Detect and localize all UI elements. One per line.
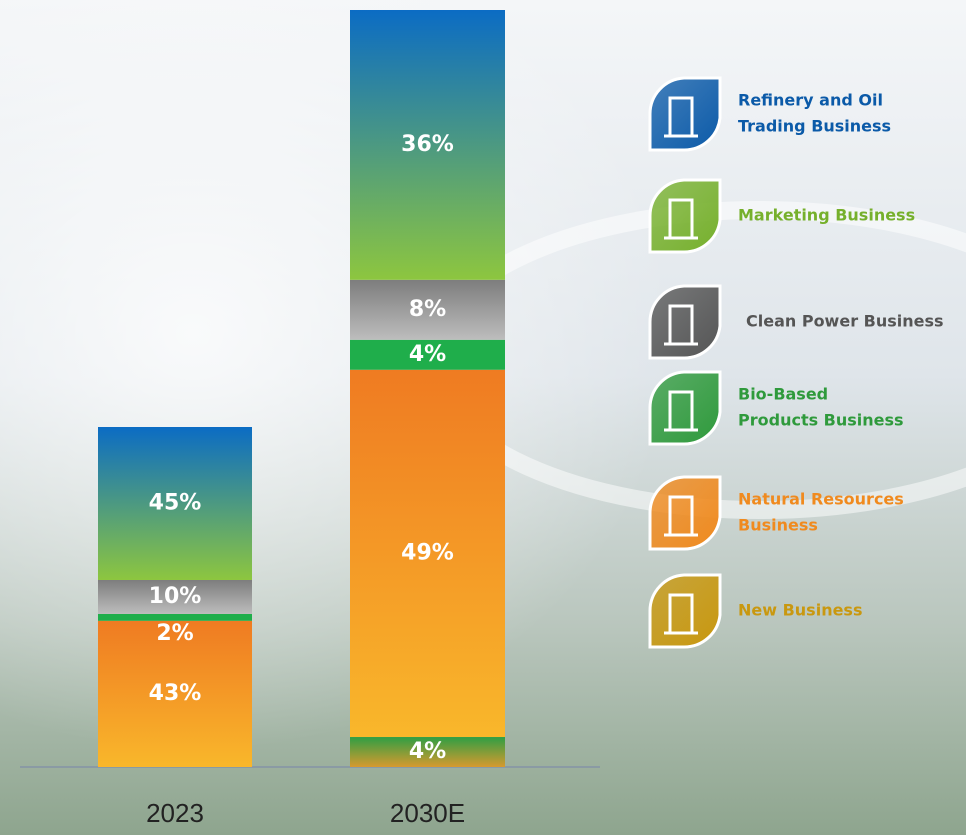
- value-label: 49%: [401, 540, 454, 565]
- legend-icon-glyph: [664, 390, 698, 432]
- legend-label: Refinery and Oil: [738, 91, 883, 110]
- value-label: 10%: [149, 584, 202, 609]
- legend-icon-glyph: [664, 96, 698, 138]
- value-label: 8%: [409, 297, 446, 322]
- value-label: 45%: [149, 491, 202, 516]
- bar-segment: [350, 369, 505, 738]
- bar-segment: [350, 10, 505, 280]
- legend-label: Trading Business: [738, 117, 891, 136]
- bar-segment: [350, 737, 505, 767]
- value-label: 2%: [156, 621, 193, 646]
- value-label: 4%: [409, 342, 446, 367]
- value-label: 4%: [409, 739, 446, 764]
- legend-icon-glyph: [664, 304, 698, 346]
- legend-icon: [648, 573, 722, 649]
- legend-icon-glyph: [664, 198, 698, 240]
- bar-segment: [98, 580, 252, 614]
- bar-segment: [98, 614, 252, 621]
- legend-label: Bio-Based: [738, 385, 828, 404]
- legend-label: Business: [738, 516, 818, 535]
- bar-segment: [350, 339, 505, 370]
- legend-icon: [648, 284, 722, 360]
- bar-segment: [98, 427, 252, 580]
- legend-label: Natural Resources: [738, 490, 904, 509]
- legend-icon-glyph: [664, 593, 698, 635]
- legend-icon: [648, 178, 722, 254]
- legend-label: Products Business: [738, 411, 904, 430]
- value-label: 36%: [401, 132, 454, 157]
- legend-label: Clean Power Business: [746, 312, 944, 331]
- bar-segment: [350, 279, 505, 340]
- legend-icon: [648, 76, 722, 152]
- bar-segment: [98, 620, 252, 767]
- x-tick-label: 2023: [146, 798, 204, 828]
- legend-icon: [648, 475, 722, 551]
- legend-icon-glyph: [664, 495, 698, 537]
- legend-icon: [648, 370, 722, 446]
- value-label: 43%: [149, 681, 202, 706]
- legend-label: Marketing Business: [738, 206, 915, 225]
- x-tick-label: 2030E: [390, 798, 465, 828]
- legend-label: New Business: [738, 601, 862, 620]
